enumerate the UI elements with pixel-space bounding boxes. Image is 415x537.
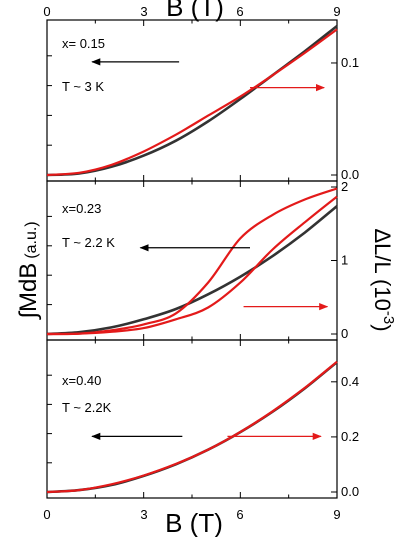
panel-x015: x= 0.15 T ~ 3 K 0.0 0.1 bbox=[46, 19, 359, 182]
integrated-magnetization-line bbox=[46, 205, 338, 336]
magnetostriction-line bbox=[46, 360, 338, 494]
panel-x040: x=0.40 T ~ 2.2K 0.0 0.2 0.4 bbox=[46, 339, 359, 499]
panel-temperature-label: T ~ 3 K bbox=[62, 79, 104, 94]
top-tick-label: 3 bbox=[140, 4, 147, 19]
right-y-tick-label: 1 bbox=[341, 253, 348, 268]
right-y-axis-title-close: ) bbox=[370, 324, 395, 331]
top-x-axis: 0 3 6 9 B (T) bbox=[43, 0, 340, 22]
top-x-axis-title: B (T) bbox=[166, 0, 224, 22]
top-tick-label: 9 bbox=[333, 4, 340, 19]
right-y-tick-label: 0.0 bbox=[341, 484, 359, 499]
bottom-x-axis: 0 3 6 9 B (T) bbox=[43, 507, 340, 537]
magnetostriction-line bbox=[46, 195, 338, 336]
right-y-tick-label: 0 bbox=[341, 326, 348, 341]
left-y-axis-title-main: ∫MdB bbox=[15, 263, 42, 321]
panel-temperature-label: T ~ 2.2 K bbox=[62, 235, 115, 250]
right-y-axis-title-exp: -3 bbox=[380, 311, 397, 324]
bottom-tick-label: 9 bbox=[333, 507, 340, 522]
top-tick-label: 6 bbox=[236, 4, 243, 19]
right-y-tick-label: 0.2 bbox=[341, 429, 359, 444]
left-y-axis-title: ∫MdB (a.u.) bbox=[15, 221, 42, 320]
panel-composition-label: x=0.23 bbox=[62, 201, 101, 216]
panel-temperature-label: T ~ 2.2K bbox=[62, 400, 112, 415]
panel-x023: x=0.23 T ~ 2.2 K 0 1 2 bbox=[46, 179, 348, 341]
panel-composition-label: x=0.40 bbox=[62, 373, 101, 388]
bottom-x-axis-title: B (T) bbox=[165, 508, 223, 537]
magnetostriction-line bbox=[46, 28, 338, 177]
bottom-tick-label: 6 bbox=[236, 507, 243, 522]
bottom-tick-label: 3 bbox=[140, 507, 147, 522]
top-tick-label: 0 bbox=[43, 4, 50, 19]
bottom-tick-label: 0 bbox=[43, 507, 50, 522]
right-y-tick-label: 0.0 bbox=[341, 167, 359, 182]
panel-frame bbox=[46, 339, 338, 499]
right-y-axis-title: ΔL/L (10-3) bbox=[370, 228, 397, 331]
left-y-axis-title-unit: (a.u.) bbox=[23, 221, 40, 258]
panel-composition-label: x= 0.15 bbox=[62, 36, 105, 51]
right-y-tick-label: 2 bbox=[341, 179, 348, 194]
right-y-axis-title-main: ΔL/L (10 bbox=[370, 228, 395, 310]
right-y-tick-label: 0.1 bbox=[341, 55, 359, 70]
right-y-tick-label: 0.4 bbox=[341, 374, 359, 389]
